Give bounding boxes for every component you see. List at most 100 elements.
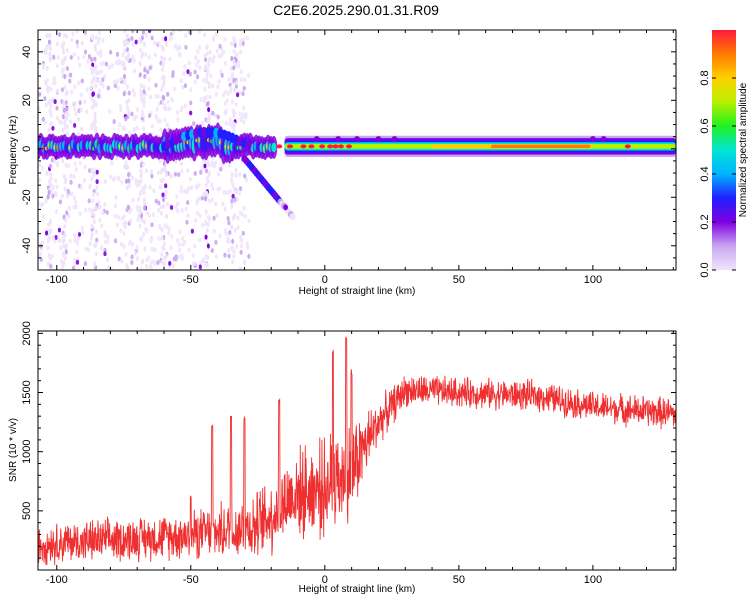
- spectrogram-noise: [135, 204, 139, 210]
- spectrogram-noise: [170, 174, 174, 179]
- spectrogram-noise: [47, 252, 51, 259]
- spectrogram-noise: [122, 64, 126, 70]
- spectrogram-noise: [216, 114, 220, 120]
- spectrogram-noise: [217, 53, 221, 59]
- spectrogram-noise: [186, 168, 190, 173]
- spectrogram-noise: [90, 66, 94, 72]
- spectrogram-noise: [73, 123, 77, 128]
- spectrogram-noise: [115, 51, 120, 57]
- spectrogram-noise: [162, 241, 166, 247]
- spectrogram-noise: [152, 40, 157, 46]
- spectrogram-noise: [49, 112, 53, 118]
- snr-xtick-label: -50: [183, 574, 199, 586]
- spectrogram-noise: [58, 119, 62, 125]
- spectrogram-noise: [112, 79, 116, 85]
- spectrogram-noise: [54, 235, 58, 240]
- spectrogram-noise: [73, 161, 77, 167]
- spectrogram-noise: [104, 61, 109, 67]
- spectrogram-noise: [39, 243, 43, 249]
- spectrogram-noise: [141, 30, 146, 35]
- spectrogram-noise: [76, 236, 80, 242]
- spectrogram-noise: [163, 56, 167, 62]
- spectrogram-noise: [162, 203, 166, 209]
- spectrogram-noise: [177, 172, 181, 177]
- spectrogram-noise: [62, 49, 66, 55]
- spectrogram-noise: [72, 233, 77, 239]
- spectrogram-noise: [96, 40, 100, 46]
- spectrogram-noise: [171, 73, 175, 79]
- spectrogram-noise: [218, 233, 222, 239]
- spectrogram-noise: [60, 68, 65, 74]
- spectrogram-noise: [204, 196, 208, 202]
- spectrogram-noise: [232, 77, 236, 83]
- spectrogram-noise: [154, 82, 158, 88]
- colorbar-label: Normalized spectral amplitude: [738, 82, 749, 217]
- spectrogram-noise: [153, 247, 157, 253]
- spectrogram-noise: [116, 59, 121, 64]
- spectrogram-noise: [132, 92, 137, 98]
- spectrogram-noise: [88, 207, 92, 213]
- spectrogram-knot: [391, 136, 398, 143]
- spectrogram-noise: [45, 43, 49, 49]
- spectrogram-noise: [48, 56, 52, 62]
- spectrogram-noise: [53, 80, 57, 86]
- spectrogram-ylabel: Frequency (Hz): [8, 116, 19, 185]
- snr-ytick-label: 1500: [21, 380, 33, 404]
- spectrogram-noise: [183, 63, 187, 69]
- spectrogram-noise: [92, 103, 96, 109]
- spectrogram-noise: [66, 188, 70, 194]
- spectrogram-noise: [161, 177, 165, 183]
- spectrogram-noise: [206, 67, 210, 73]
- spectrogram-noise: [137, 213, 141, 219]
- spectrogram-noise: [81, 230, 85, 236]
- snr-xlabel: Height of straight line (km): [299, 584, 416, 595]
- spectrogram-noise: [179, 78, 183, 83]
- spectrogram-noise: [199, 260, 203, 266]
- spectrogram-noise: [124, 160, 128, 166]
- spectrogram-noise: [76, 131, 80, 136]
- spectrogram-noise: [130, 254, 134, 260]
- spectrogram-noise: [203, 86, 207, 92]
- spectrogram-noise: [130, 175, 135, 181]
- spectrogram-noise: [241, 230, 245, 236]
- spectrogram-noise: [237, 190, 242, 196]
- spectrogram-noise: [57, 227, 62, 233]
- spectrogram-noise: [91, 91, 95, 97]
- colorbar-tick-label: 0.4: [699, 166, 711, 181]
- spectrogram-chirp: [289, 213, 296, 221]
- spectrogram-xtick-label: -100: [46, 274, 68, 286]
- spectrogram-noise: [162, 261, 166, 268]
- spectrogram-noise: [241, 41, 245, 47]
- spectrogram-noise: [161, 82, 165, 88]
- spectrogram-noise: [131, 197, 135, 203]
- spectrogram-noise: [155, 106, 159, 112]
- spectrogram-noise: [65, 47, 69, 54]
- spectrogram-panel: -100 -50 0 50 100 -40 -20 0 20 40 Height of strai…: [8, 29, 677, 297]
- spectrogram-noise: [83, 164, 87, 170]
- spectrogram-noise: [91, 97, 95, 104]
- spectrogram-noise: [150, 35, 154, 41]
- spectrogram-noise: [199, 169, 203, 175]
- spectrogram-noise: [132, 68, 136, 74]
- spectrogram-noise: [226, 91, 230, 97]
- spectrogram-noise: [82, 54, 86, 60]
- spectrogram-noise: [204, 94, 208, 100]
- spectrogram-noise: [138, 204, 142, 210]
- spectrogram-noise: [232, 253, 236, 259]
- spectrogram-noise: [217, 172, 221, 177]
- spectrogram-noise: [56, 162, 60, 168]
- spectrogram-noise: [150, 246, 154, 252]
- snr-xtick-label: 50: [453, 574, 465, 586]
- spectrogram-noise: [194, 184, 198, 190]
- spectrogram-noise: [239, 234, 243, 240]
- spectrogram-noise: [86, 59, 90, 64]
- spectrogram-noise: [214, 240, 218, 245]
- spectrogram-noise: [232, 37, 236, 43]
- spectrogram-noise: [203, 163, 207, 169]
- spectrogram-noise: [193, 171, 197, 176]
- spectrogram-noise: [235, 244, 239, 249]
- spectrogram-noise: [142, 189, 146, 196]
- spectrogram-knot: [313, 136, 320, 143]
- spectrogram-noise: [140, 35, 144, 41]
- snr-xtick-label: -100: [46, 574, 68, 586]
